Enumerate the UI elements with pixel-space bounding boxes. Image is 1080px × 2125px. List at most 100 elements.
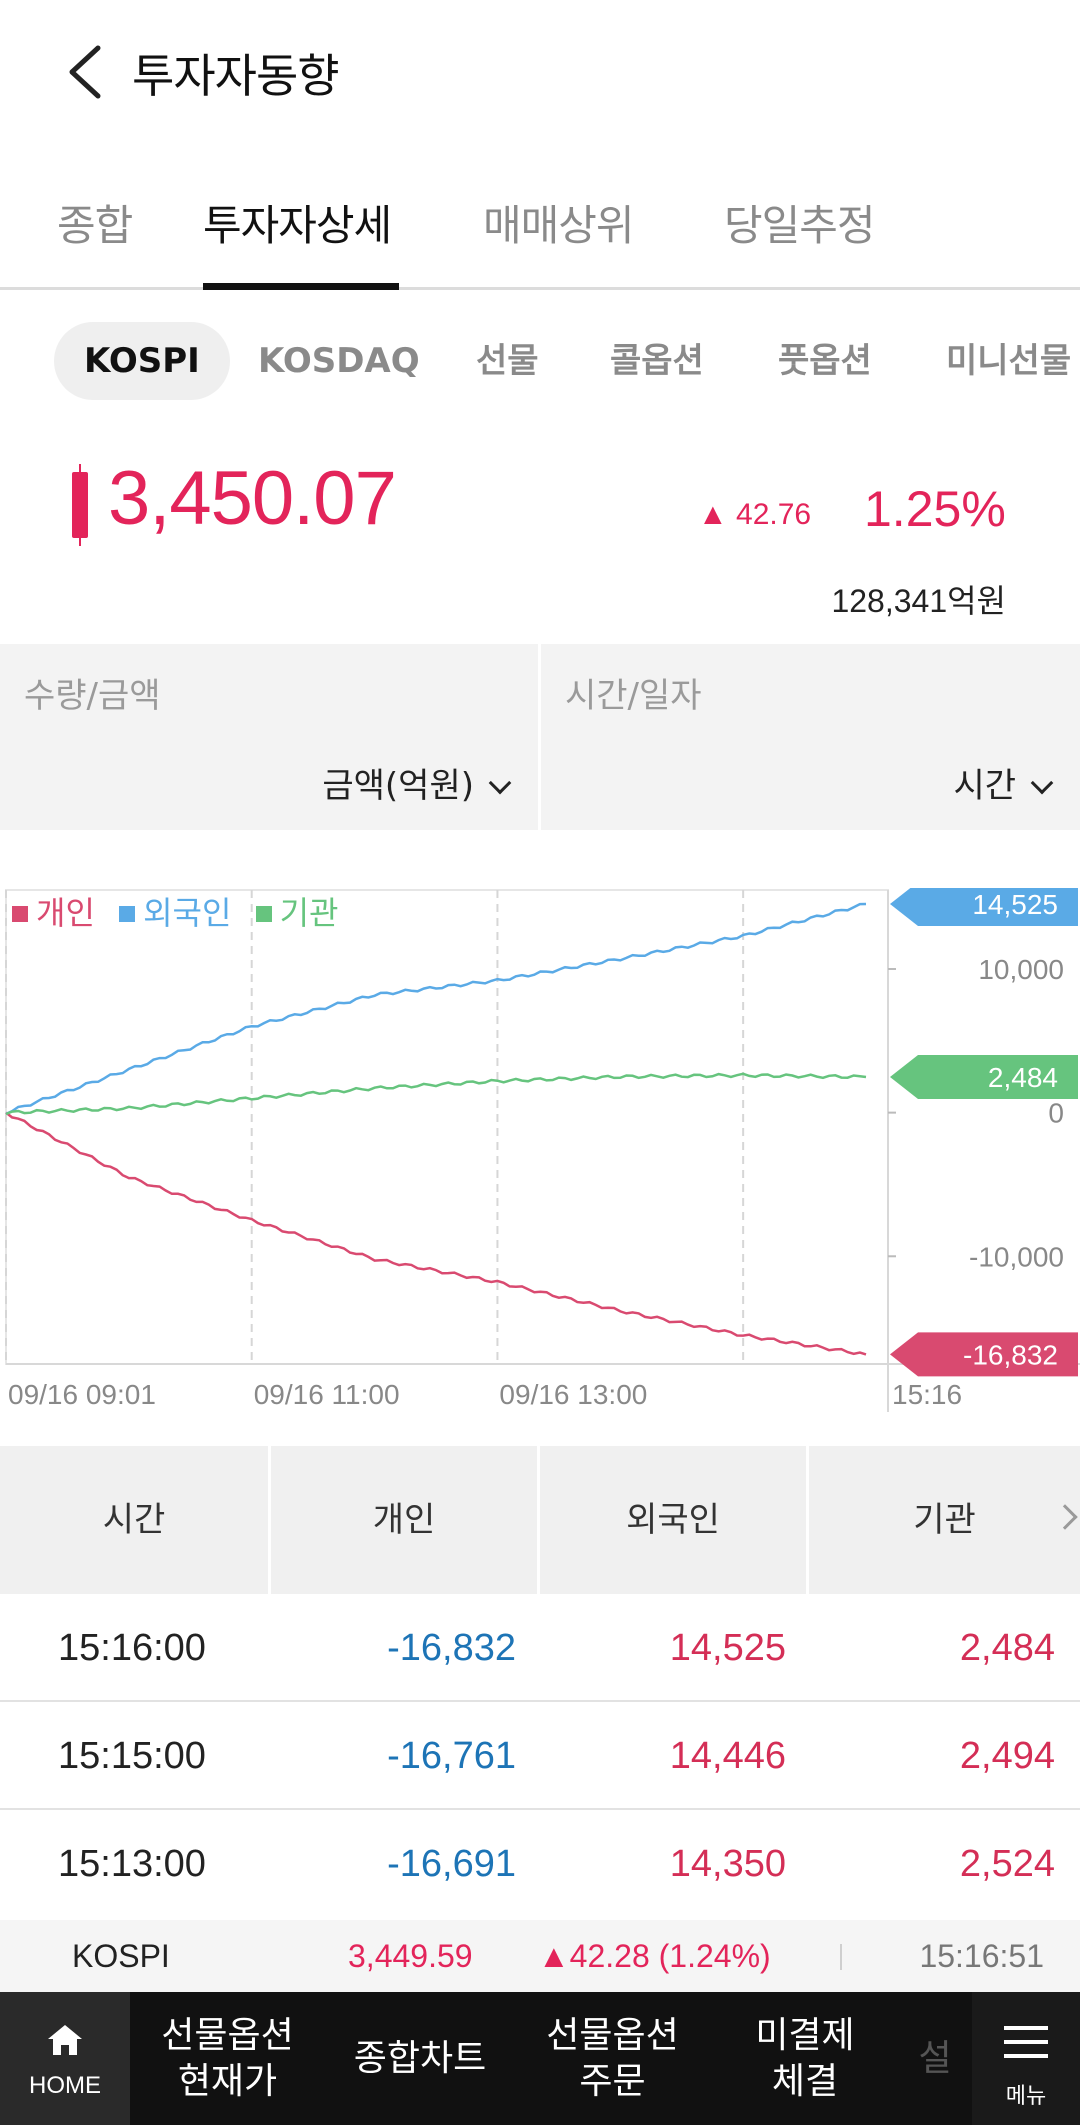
chart-x-tick-label: 09/16 09:01 [8,1379,156,1410]
period-filter-label: 시간/일자 [565,676,702,716]
market-tab-kosdaq[interactable]: KOSDAQ [258,341,420,381]
chart-series-line-0 [5,1111,867,1356]
table-row[interactable]: 15:15:00 -16,761 14,446 2,494 [0,1702,1080,1810]
index-change-percent: 1.25% [864,481,1006,537]
menu-icon [1004,2040,1048,2044]
chart-canvas: 10,000 0 -10,000 09/16 09:01 09/16 11:00 09/1… [5,888,1080,1412]
row-institution: 2,524 [959,1843,1055,1885]
column-divider [268,1446,271,1594]
amount-filter-label: 수량/금액 [24,676,161,716]
investor-trend-chart: 10,000 0 -10,000 09/16 09:01 09/16 11:00 09/1… [0,888,1080,1418]
chart-end-value-label: 2,484 [988,1062,1058,1093]
nav-home-label: HOME [29,2072,101,2099]
chart-end-value-tag [890,1054,1078,1099]
column-divider [537,1446,540,1594]
row-time: 15:13:00 [58,1843,206,1885]
market-tab-put-option[interactable]: 풋옵션 [778,341,872,381]
nav-open-interest[interactable]: 미결제 체결 [720,1992,890,2125]
ticker-change: ▲42.28 (1.24%) [538,1938,771,1974]
chart-series-line-1 [5,902,867,1116]
chart-end-value-label: 14,525 [972,889,1058,920]
ticker-time: 15:16:51 [919,1938,1044,1974]
row-institution: 2,484 [959,1627,1055,1669]
chevron-down-icon [1030,771,1054,795]
row-individual: -16,691 [387,1843,516,1885]
row-institution: 2,494 [959,1735,1055,1777]
menu-icon [1004,2054,1048,2058]
main-tabs: 종합 투자자상세 매매상위 당일추정 [0,180,1080,290]
column-header-time: 시간 [102,1500,166,1540]
nav-label: 주문 [579,2060,646,2102]
chart-end-value-tag [890,888,1078,927]
period-filter[interactable]: 시간/일자 시간 [541,644,1080,830]
nav-chart[interactable]: 종합차트 [330,1992,510,2125]
nav-futures-options-order[interactable]: 선물옵션 주문 [525,1992,700,2125]
legend-institution: 기관 [279,894,339,932]
home-icon [48,2025,82,2055]
index-ticker-bar[interactable]: KOSPI 3,449.59 ▲42.28 (1.24%) 15:16:51 [0,1920,1080,1992]
page-title: 투자자동향 [132,49,340,103]
column-header-individual: 개인 [372,1500,436,1540]
nav-label: 선물옵션 [546,2014,679,2056]
nav-label: 체결 [771,2060,839,2102]
nav-label: 선물옵션 [161,2014,294,2056]
market-tab-futures[interactable]: 선물 [476,341,539,381]
table-row[interactable]: 15:13:00 -16,691 14,350 2,524 [0,1810,1080,1920]
column-header-institution: 기관 [913,1500,976,1540]
table-row[interactable]: 15:16:00 -16,832 14,525 2,484 [0,1594,1080,1702]
legend-individual: 개인 [36,894,95,932]
legend-swatch-foreign [119,906,136,922]
back-arrow-icon[interactable] [60,42,110,102]
bottom-navigation: HOME 선물옵션 현재가 종합차트 선물옵션 주문 미결제 체결 설 메뉴 [0,1992,1080,2125]
chart-x-tick-label: 09/16 11:00 [254,1379,400,1410]
nav-label: 종합차트 [353,2037,487,2079]
chart-end-value-tag [890,1332,1078,1377]
ticker-divider [840,1944,842,1970]
chart-y-tick-label: -10,000 [969,1241,1064,1272]
market-tab-kospi[interactable]: KOSPI [54,322,230,400]
tab-intraday-estimate[interactable]: 당일추정 [724,201,876,250]
filter-divider [538,644,541,830]
ticker-name: KOSPI [72,1938,170,1974]
market-tab-call-option[interactable]: 콜옵션 [610,341,704,381]
tab-investor-detail[interactable]: 투자자상세 [203,201,392,250]
chart-plot-frame [5,889,889,1365]
index-price: 3,450.07 [108,456,397,541]
nav-label: 미결제 [755,2014,855,2056]
legend-swatch-institution [255,906,272,922]
chart-x-tick-label: 09/16 13:00 [499,1379,647,1410]
nav-menu-button[interactable]: 메뉴 [972,1992,1080,2125]
row-foreign: 14,525 [669,1627,786,1669]
market-tab-mini-futures[interactable]: 미니선물 [946,341,1072,381]
row-foreign: 14,350 [669,1843,786,1885]
period-filter-value[interactable]: 시간 [953,758,1054,807]
chart-series-line-2 [5,1072,867,1116]
filter-bar: 수량/금액 금액(억원) 시간/일자 시간 [0,644,1080,830]
row-time: 15:16:00 [58,1627,206,1669]
menu-icon [1004,2026,1048,2030]
row-time: 15:15:00 [58,1735,206,1777]
nav-label: 현재가 [177,2060,278,2102]
tab-summary[interactable]: 종합 [57,201,133,250]
chevron-down-icon [488,771,512,795]
row-individual: -16,761 [387,1735,516,1777]
chart-legend: 개인 외국인 기관 [12,888,352,934]
header: 투자자동향 [0,0,1080,145]
row-individual: -16,832 [387,1627,516,1669]
table-header: 시간 개인 외국인 기관 [0,1446,1080,1594]
nav-menu-label: 메뉴 [1005,2084,1047,2109]
chart-y-tick-label: 10,000 [978,954,1064,985]
amount-filter-value[interactable]: 금액(억원) [322,758,512,807]
amount-filter[interactable]: 수량/금액 금액(억원) [0,644,538,830]
market-tabs: KOSPI KOSDAQ 선물 콜옵션 풋옵션 미니선물 [0,322,1080,400]
index-change: ▲ 42.76 [698,498,812,531]
nav-item-partial[interactable]: 설 [910,1992,960,2125]
ticker-price: 3,449.59 [348,1938,473,1974]
candle-icon [72,472,88,538]
chart-x-tick-label: 15:16 [892,1379,962,1410]
nav-home-button[interactable]: HOME [0,1992,130,2125]
nav-futures-options-quote[interactable]: 선물옵션 현재가 [140,1992,315,2125]
legend-foreign: 외국인 [143,894,232,932]
tab-top-trades[interactable]: 매매상위 [483,201,635,250]
column-header-foreign: 외국인 [626,1500,720,1540]
